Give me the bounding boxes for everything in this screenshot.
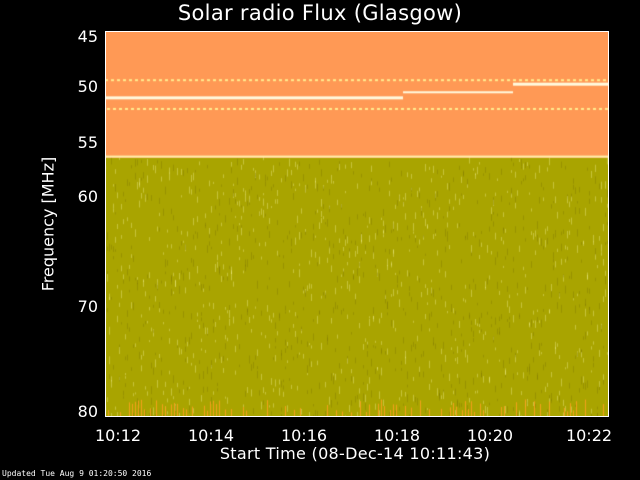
y-axis-label: Frequency [MHz]: [38, 156, 58, 292]
x-tick-label: 10:12: [94, 426, 142, 445]
x-tick-label: 10:20: [466, 426, 514, 445]
x-tick-label: 10:22: [565, 426, 613, 445]
update-timestamp: Updated Tue Aug 9 01:20:50 2016: [2, 469, 152, 478]
x-tick-label: 10:14: [187, 426, 235, 445]
chart-title: Solar radio Flux (Glasgow): [177, 1, 463, 25]
spectrogram-heatmap: [105, 31, 609, 417]
y-tick-label: 80: [77, 402, 98, 421]
y-tick-label: 70: [77, 297, 98, 316]
x-tick-label: 10:16: [280, 426, 328, 445]
x-axis-label: Start Time (08-Dec-14 10:11:43): [219, 444, 491, 463]
x-tick-label: 10:18: [373, 426, 421, 445]
y-tick-label: 55: [77, 133, 98, 152]
y-tick-label: 60: [77, 187, 98, 206]
y-tick-label: 45: [77, 27, 98, 46]
y-tick-label: 50: [77, 77, 98, 96]
